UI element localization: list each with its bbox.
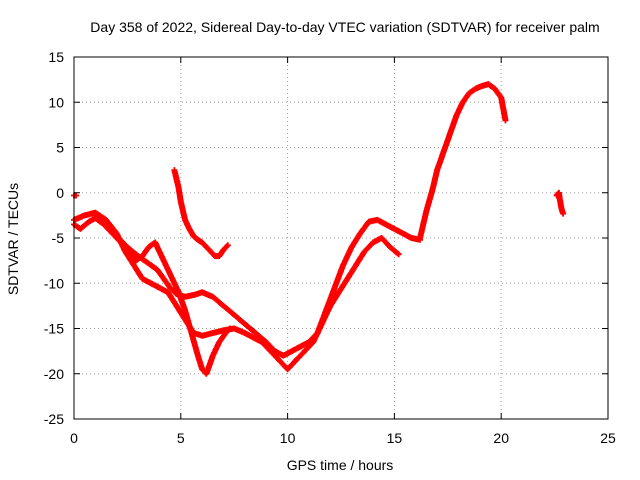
y-tick-label: -5 [52, 230, 65, 246]
y-tick-label: 15 [48, 49, 64, 65]
plot-frame [73, 56, 609, 420]
y-axis-label: SDTVAR / TECUs [5, 183, 21, 295]
data-point [103, 216, 119, 236]
data-point [165, 289, 179, 308]
data-point [417, 209, 430, 241]
y-tick-label: -15 [44, 321, 64, 337]
grid [74, 57, 608, 419]
y-tick-label: -25 [44, 411, 64, 427]
series-segment-f [553, 189, 567, 217]
data-point [340, 245, 354, 269]
data-point [199, 239, 209, 249]
series-segment-e [417, 81, 509, 241]
data-point [207, 248, 217, 258]
data-point [122, 248, 136, 267]
data-point [231, 311, 247, 326]
data-point [502, 117, 509, 124]
data-point [173, 302, 188, 322]
x-tick-label: 5 [177, 430, 185, 446]
data-point [429, 168, 440, 192]
data-point [560, 210, 567, 217]
data-point [395, 251, 402, 258]
x-tick-label: 20 [493, 430, 509, 446]
data-point [353, 249, 367, 269]
data-point [156, 248, 169, 267]
data-point [222, 326, 232, 336]
data-point [167, 284, 179, 297]
series-segment-d [171, 167, 231, 260]
data-point [203, 354, 216, 377]
data-point [361, 240, 375, 255]
data-point [224, 242, 231, 249]
data-point [331, 263, 346, 291]
data-point [453, 100, 466, 119]
x-axis-label: GPS time / hours [287, 457, 394, 473]
x-tick-label: 0 [70, 430, 78, 446]
data-point [139, 245, 151, 260]
y-tick-label: 0 [56, 185, 64, 201]
data-point [459, 91, 472, 106]
data-point [175, 185, 184, 204]
data-point [209, 293, 226, 308]
data-point [318, 304, 333, 327]
data-point [344, 263, 359, 282]
data-point [310, 322, 325, 346]
data-point [559, 207, 566, 216]
series-segment-c [113, 235, 233, 377]
data-point [147, 262, 159, 272]
data-point [77, 219, 91, 232]
data-point [335, 277, 350, 296]
x-tick-label: 10 [280, 430, 296, 446]
data-point [169, 275, 181, 294]
x-tick-label: 25 [600, 430, 616, 446]
x-tick-label: 15 [387, 430, 403, 446]
data-point [267, 348, 281, 362]
data-point [301, 340, 316, 355]
data-point [263, 339, 277, 353]
data-point [327, 290, 342, 309]
data-point [434, 150, 446, 174]
data-point [387, 244, 401, 257]
data-point [203, 244, 213, 254]
data-point [259, 339, 273, 353]
data-point [241, 321, 258, 335]
data-point [491, 85, 504, 100]
y-tick-label: -10 [44, 275, 64, 291]
data-point [293, 349, 307, 364]
data-point [162, 262, 175, 281]
data-point [130, 262, 145, 281]
data-point [284, 358, 299, 373]
y-tick-label: -20 [44, 366, 64, 382]
y-tick-label: 5 [56, 140, 64, 156]
data-point [209, 340, 222, 359]
data-point [378, 235, 393, 249]
y-tick-label: 10 [48, 94, 64, 110]
series-segment-b [71, 209, 402, 373]
chart-title: Day 358 of 2022, Sidereal Day-to-day VTE… [90, 19, 599, 35]
data-point [216, 331, 228, 346]
data-point [348, 231, 363, 251]
data-point [220, 243, 230, 253]
data-point [357, 219, 371, 237]
data-point [190, 233, 200, 242]
data-point [220, 302, 236, 317]
data-point [175, 289, 188, 312]
data-point [226, 325, 233, 332]
data-series [71, 81, 567, 377]
series-segment-g [71, 192, 80, 199]
data-point [160, 275, 173, 290]
data-point [498, 94, 509, 122]
data-point [100, 221, 115, 236]
data-point [558, 203, 565, 213]
